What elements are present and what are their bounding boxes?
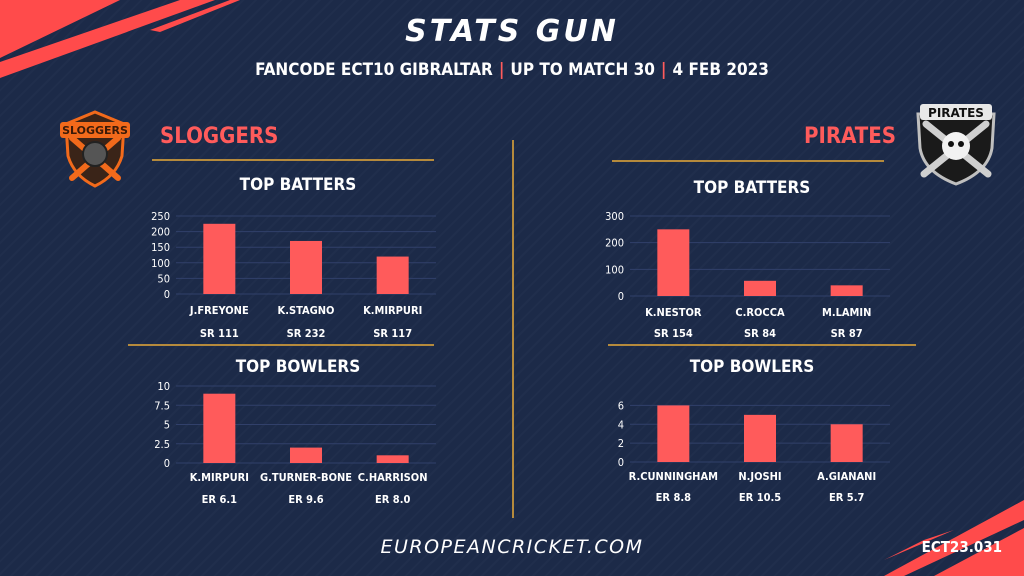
- bar-sublabel: SR 87: [831, 327, 863, 340]
- y-tick-label: 200: [151, 226, 170, 239]
- footer-site: EUROPEANCRICKET.COM: [380, 536, 644, 558]
- chart-svg: 0 2.5 5 7.5 10 K.MIRPURI ER 6.1 G.TURNER-BONE ER…: [154, 380, 436, 506]
- x-category-label: N.JOSHI: [738, 470, 781, 483]
- y-tick-label: 5: [164, 419, 170, 432]
- svg-text:PIRATES: PIRATES: [928, 106, 984, 120]
- bar-sublabel: ER 10.5: [739, 491, 781, 504]
- center-divider: [512, 140, 514, 518]
- bar-sublabel: SR 154: [654, 327, 693, 340]
- pirates-logo: PIRATES: [916, 104, 996, 186]
- bar-sublabel: ER 6.1: [202, 493, 237, 506]
- x-category-label: K.NESTOR: [645, 306, 702, 319]
- chart-left-batters: 0 50 100 150 200 250 J.FREYONE SR 111 K.STAGNO SR…: [130, 206, 450, 344]
- chart-right-bowlers: 0 2 4 6 R.CUNNINGHAM ER 8.8 N.JOSHI ER 10.5 A.GI…: [590, 376, 910, 514]
- separator: |: [498, 60, 505, 80]
- x-category-label: C.ROCCA: [735, 306, 785, 319]
- bar: [203, 393, 236, 463]
- right-bowlers-title: TOP BOWLERS: [689, 357, 815, 377]
- svg-text:SLOGGERS: SLOGGERS: [62, 124, 128, 137]
- bar-sublabel: ER 8.8: [656, 491, 691, 504]
- y-tick-label: 100: [605, 263, 624, 276]
- x-category-label: K.MIRPURI: [190, 471, 249, 484]
- left-batters-title: TOP BATTERS: [239, 175, 357, 195]
- chart-svg: 0 100 200 300 K.NESTOR SR 154 C.ROCCA SR 84 M.LA…: [605, 210, 890, 340]
- y-tick-label: 10: [157, 380, 170, 393]
- bar: [657, 405, 690, 462]
- bar: [376, 256, 409, 294]
- bar: [657, 229, 690, 296]
- x-category-label: C.HARRISON: [358, 471, 428, 484]
- x-category-label: K.MIRPURI: [363, 304, 422, 317]
- chart-svg: 0 2 4 6 R.CUNNINGHAM ER 8.8 N.JOSHI ER 10.5 A.GI…: [618, 399, 890, 504]
- bar-sublabel: ER 9.6: [288, 493, 323, 506]
- separator: |: [660, 60, 667, 80]
- x-category-label: A.GIANANI: [817, 470, 876, 483]
- bar: [830, 424, 863, 462]
- y-tick-label: 2.5: [154, 438, 170, 451]
- y-tick-label: 0: [164, 457, 170, 470]
- footer-code: ECT23.031: [921, 538, 1002, 556]
- date-label: 4 FEB 2023: [672, 60, 769, 80]
- y-tick-label: 200: [605, 237, 624, 250]
- x-category-label: G.TURNER-BONE: [260, 471, 352, 484]
- chart-right-batters: 0 100 200 300 K.NESTOR SR 154 C.ROCCA SR 84 M.LA…: [590, 206, 910, 344]
- bar: [744, 414, 776, 462]
- y-tick-label: 0: [164, 288, 170, 301]
- bar-sublabel: ER 8.0: [375, 493, 410, 506]
- bar: [830, 285, 863, 296]
- competition-label: FANCODE ECT10 GIBRALTAR: [255, 60, 493, 80]
- bar: [290, 240, 322, 294]
- y-tick-label: 300: [605, 210, 624, 223]
- left-section-rule: [128, 344, 434, 346]
- y-tick-label: 2: [618, 437, 624, 450]
- y-tick-label: 50: [157, 272, 170, 285]
- sloggers-logo: SLOGGERS: [60, 110, 130, 188]
- team-name-left: SLOGGERS: [160, 124, 279, 149]
- bar: [744, 280, 776, 296]
- bar-sublabel: ER 5.7: [829, 491, 864, 504]
- page-subtitle: FANCODE ECT10 GIBRALTAR | UP TO MATCH 30 | 4…: [0, 60, 1024, 80]
- team-name-right: PIRATES: [804, 124, 896, 149]
- left-header-rule: [152, 159, 434, 161]
- bar: [290, 447, 322, 463]
- x-category-label: K.STAGNO: [278, 304, 335, 317]
- right-batters-title: TOP BATTERS: [693, 178, 811, 198]
- bar-sublabel: SR 232: [287, 327, 326, 340]
- left-bowlers-title: TOP BOWLERS: [235, 357, 361, 377]
- bar-sublabel: SR 111: [200, 327, 239, 340]
- y-tick-label: 4: [618, 418, 624, 431]
- page-title: STATS GUN: [405, 14, 619, 49]
- bar-sublabel: SR 84: [744, 327, 776, 340]
- y-tick-label: 7.5: [154, 399, 170, 412]
- chart-left-bowlers: 0 2.5 5 7.5 10 K.MIRPURI ER 6.1 G.TURNER-BONE ER…: [130, 376, 450, 514]
- y-tick-label: 0: [618, 290, 624, 303]
- match-label: UP TO MATCH 30: [510, 60, 655, 80]
- chart-svg: 0 50 100 150 200 250 J.FREYONE SR 111 K.STAGNO SR…: [151, 210, 436, 340]
- y-tick-label: 250: [151, 210, 170, 223]
- right-section-rule: [608, 344, 916, 346]
- bar-sublabel: SR 117: [373, 327, 412, 340]
- x-category-label: R.CUNNINGHAM: [629, 470, 718, 483]
- y-tick-label: 100: [151, 257, 170, 270]
- x-category-label: J.FREYONE: [189, 304, 249, 317]
- y-tick-label: 150: [151, 241, 170, 254]
- right-header-rule: [612, 160, 884, 162]
- y-tick-label: 0: [618, 456, 624, 469]
- x-category-label: M.LAMIN: [822, 306, 871, 319]
- bar: [376, 455, 409, 463]
- y-tick-label: 6: [618, 399, 624, 412]
- bar: [203, 223, 236, 294]
